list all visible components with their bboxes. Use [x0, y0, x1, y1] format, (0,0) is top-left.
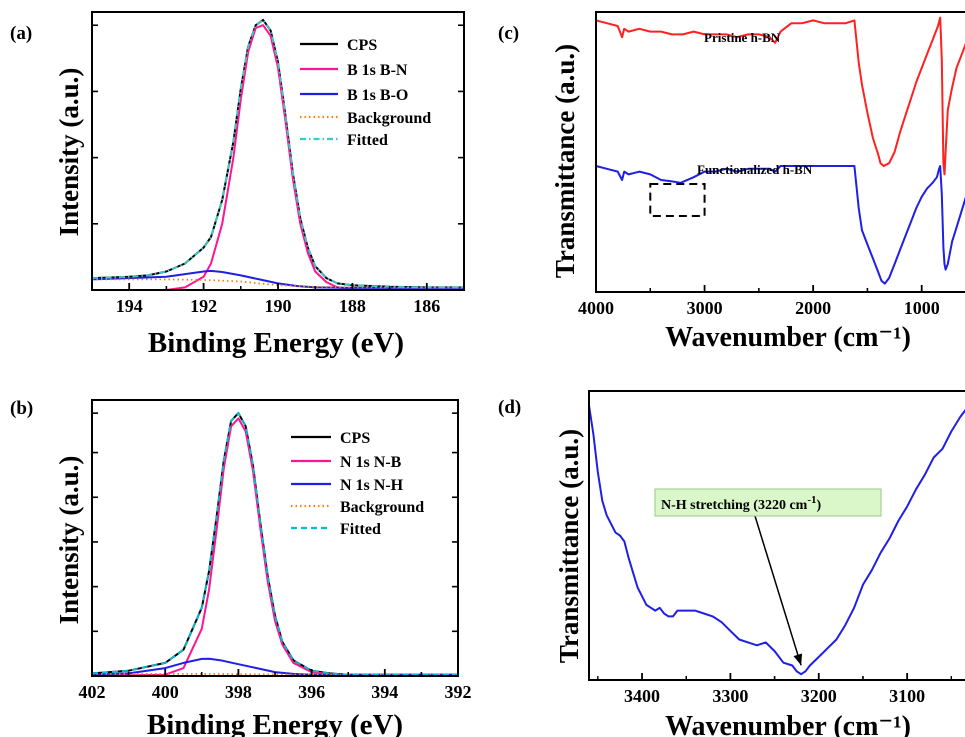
series-a-4	[91, 18, 464, 289]
series-a-1	[92, 24, 464, 291]
panel-b-xlabel: Binding Energy (eV)	[147, 709, 403, 737]
xtick-label-d-1: 3300	[712, 686, 748, 706]
panel-c-functionalized-label: Functionalized h-BN	[697, 162, 813, 177]
series-b-2	[91, 657, 458, 676]
panel-a-plot: 194 192 190 188 186	[91, 11, 465, 316]
panel-d-plot: 3400 3300 3200 3100	[588, 390, 965, 706]
panel-b-legend: CPS N 1s N-B N 1s N-H Background Fitted	[291, 430, 424, 538]
panel-d-ylabel: Transmittance (a.u.)	[554, 429, 584, 663]
xtick-label-a-0: 194	[116, 296, 143, 316]
panel-c-xlabel: Wavenumber (cm⁻¹)	[665, 322, 911, 353]
legend-b-cps-label: CPS	[340, 430, 370, 447]
legend-b-background-label: Background	[340, 499, 424, 516]
panel-a: (a) 194 192 190 188 186 CPS B 1s B-N B 1s B-…	[10, 11, 465, 359]
panel-d: (d) 3400 3300 3200 3100 N-H stretching (322…	[498, 390, 965, 737]
xtick-label-b-5: 392	[445, 682, 472, 702]
plot-frame-d	[588, 390, 965, 681]
legend-a-bo-label: B 1s B-O	[347, 87, 408, 104]
panel-b-label: (b)	[10, 398, 33, 419]
xtick-label-b-1: 400	[152, 682, 179, 702]
xtick-label-c-0: 4000	[578, 298, 614, 318]
series-b-1	[91, 417, 458, 677]
panel-c: (c) 4000 3000 2000 1000 Pristine h-BN Funct…	[498, 11, 965, 353]
legend-a-bn-label: B 1s B-N	[347, 62, 408, 79]
legend-a-cps-label: CPS	[347, 37, 377, 54]
panel-a-legend: CPS B 1s B-N B 1s B-O Background Fitted	[300, 37, 431, 149]
panel-d-xlabel: Wavenumber (cm⁻¹)	[665, 711, 911, 737]
xtick-label-c-1: 3000	[687, 298, 723, 318]
xtick-label-a-2: 190	[265, 296, 292, 316]
panel-c-ylabel: Transmittance (a.u.)	[550, 44, 580, 278]
series-a-2	[91, 269, 464, 289]
xtick-label-c-3: 1000	[904, 298, 940, 318]
nh-annotation-main: N-H stretching (3220 cm	[661, 498, 808, 513]
panel-b-plot: 402 400 398 396 394 392	[79, 399, 472, 702]
panel-c-label: (c)	[498, 23, 519, 44]
panel-d-label: (d)	[498, 397, 521, 418]
panel-c-plot: 4000 3000 2000 1000	[578, 11, 965, 318]
annotation-arrow-head	[793, 653, 803, 666]
legend-b-fitted-label: Fitted	[340, 521, 381, 538]
series-d-0	[588, 405, 965, 676]
plot-frame-c	[595, 11, 965, 293]
highlight-box	[649, 183, 706, 217]
nh-annotation-sup: -1	[807, 494, 816, 506]
xtick-label-a-3: 188	[339, 296, 366, 316]
nh-annotation-close: )	[817, 498, 822, 513]
nh-annotation: N-H stretching (3220 cm-1)	[654, 488, 882, 517]
legend-b-nb-label: N 1s N-B	[340, 454, 402, 471]
panel-b-ylabel: Intensity (a.u.)	[54, 456, 84, 625]
xtick-label-d-3: 3100	[889, 686, 925, 706]
xtick-label-a-4: 186	[413, 296, 440, 316]
nh-annotation-box	[654, 488, 882, 517]
xtick-label-a-1: 192	[190, 296, 217, 316]
legend-a-fitted-label: Fitted	[347, 132, 388, 149]
plot-frame-b	[91, 399, 459, 677]
legend-b-nh-label: N 1s N-H	[340, 477, 404, 494]
panel-c-pristine-label: Pristine h-BN	[704, 30, 781, 45]
series-b-4	[91, 412, 458, 676]
xtick-label-b-4: 394	[371, 682, 398, 702]
panel-b: (b) 402 400 398 396 394 392 CPS N 1s N-B N 1s…	[10, 398, 472, 737]
xtick-label-d-0: 3400	[624, 686, 660, 706]
panel-a-xlabel: Binding Energy (eV)	[148, 327, 404, 359]
legend-a-background-label: Background	[347, 110, 431, 127]
series-b-0	[91, 412, 458, 676]
panel-a-label: (a)	[10, 23, 32, 44]
xtick-label-c-2: 2000	[795, 298, 831, 318]
series-c-1	[595, 165, 965, 285]
xtick-label-b-2: 398	[225, 682, 252, 702]
xtick-label-b-0: 402	[79, 682, 106, 702]
series-a-3	[92, 278, 464, 289]
annotation-arrow-line	[754, 515, 802, 666]
xtick-label-d-2: 3200	[801, 686, 837, 706]
series-a-0	[91, 18, 464, 289]
plot-frame-a	[91, 11, 465, 291]
panel-a-ylabel: Intensity (a.u.)	[54, 68, 84, 237]
nh-annotation-text: N-H stretching (3220 cm-1)	[661, 494, 822, 513]
series-c-0	[595, 16, 965, 176]
xtick-label-b-3: 396	[298, 682, 325, 702]
